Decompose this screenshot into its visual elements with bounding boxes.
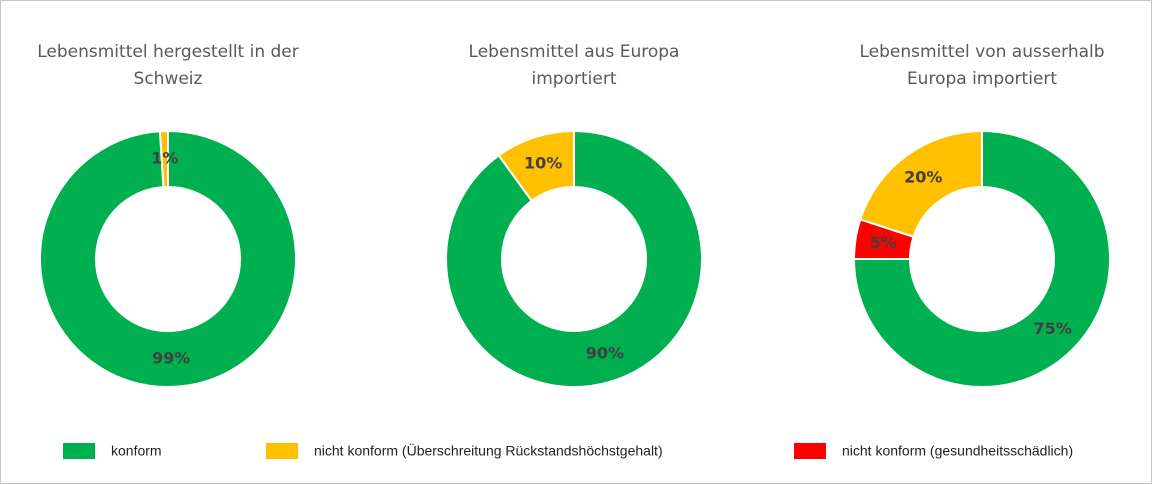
legend-swatch bbox=[63, 443, 95, 459]
data-label: 10% bbox=[524, 153, 562, 172]
legend-label: nicht konform (Überschreitung Rückstands… bbox=[314, 442, 663, 459]
data-label: 75% bbox=[1034, 319, 1072, 338]
legend-swatch bbox=[794, 443, 826, 459]
legend-swatch bbox=[266, 443, 298, 459]
legend-label: nicht konform (gesundheitsschädlich) bbox=[842, 443, 1073, 459]
chart-title: Lebensmittel hergestellt in der Schweiz bbox=[37, 42, 299, 89]
legend-label: konform bbox=[111, 443, 162, 459]
data-label: 5% bbox=[870, 233, 897, 252]
donut-segment bbox=[445, 129, 703, 388]
chart-title: Lebensmittel von ausserhalb Europa impor… bbox=[859, 42, 1105, 89]
donut-segment bbox=[497, 129, 575, 203]
donut-segment bbox=[852, 129, 1111, 388]
donut-segment bbox=[859, 129, 983, 239]
data-label: 20% bbox=[904, 168, 942, 187]
data-label: 90% bbox=[586, 344, 624, 363]
data-label: 99% bbox=[152, 348, 190, 367]
donut-segment bbox=[158, 129, 169, 189]
donut-segment bbox=[39, 129, 297, 388]
data-label: 1% bbox=[151, 149, 178, 168]
chart-title: Lebensmittel aus Europa importiert bbox=[468, 42, 680, 89]
